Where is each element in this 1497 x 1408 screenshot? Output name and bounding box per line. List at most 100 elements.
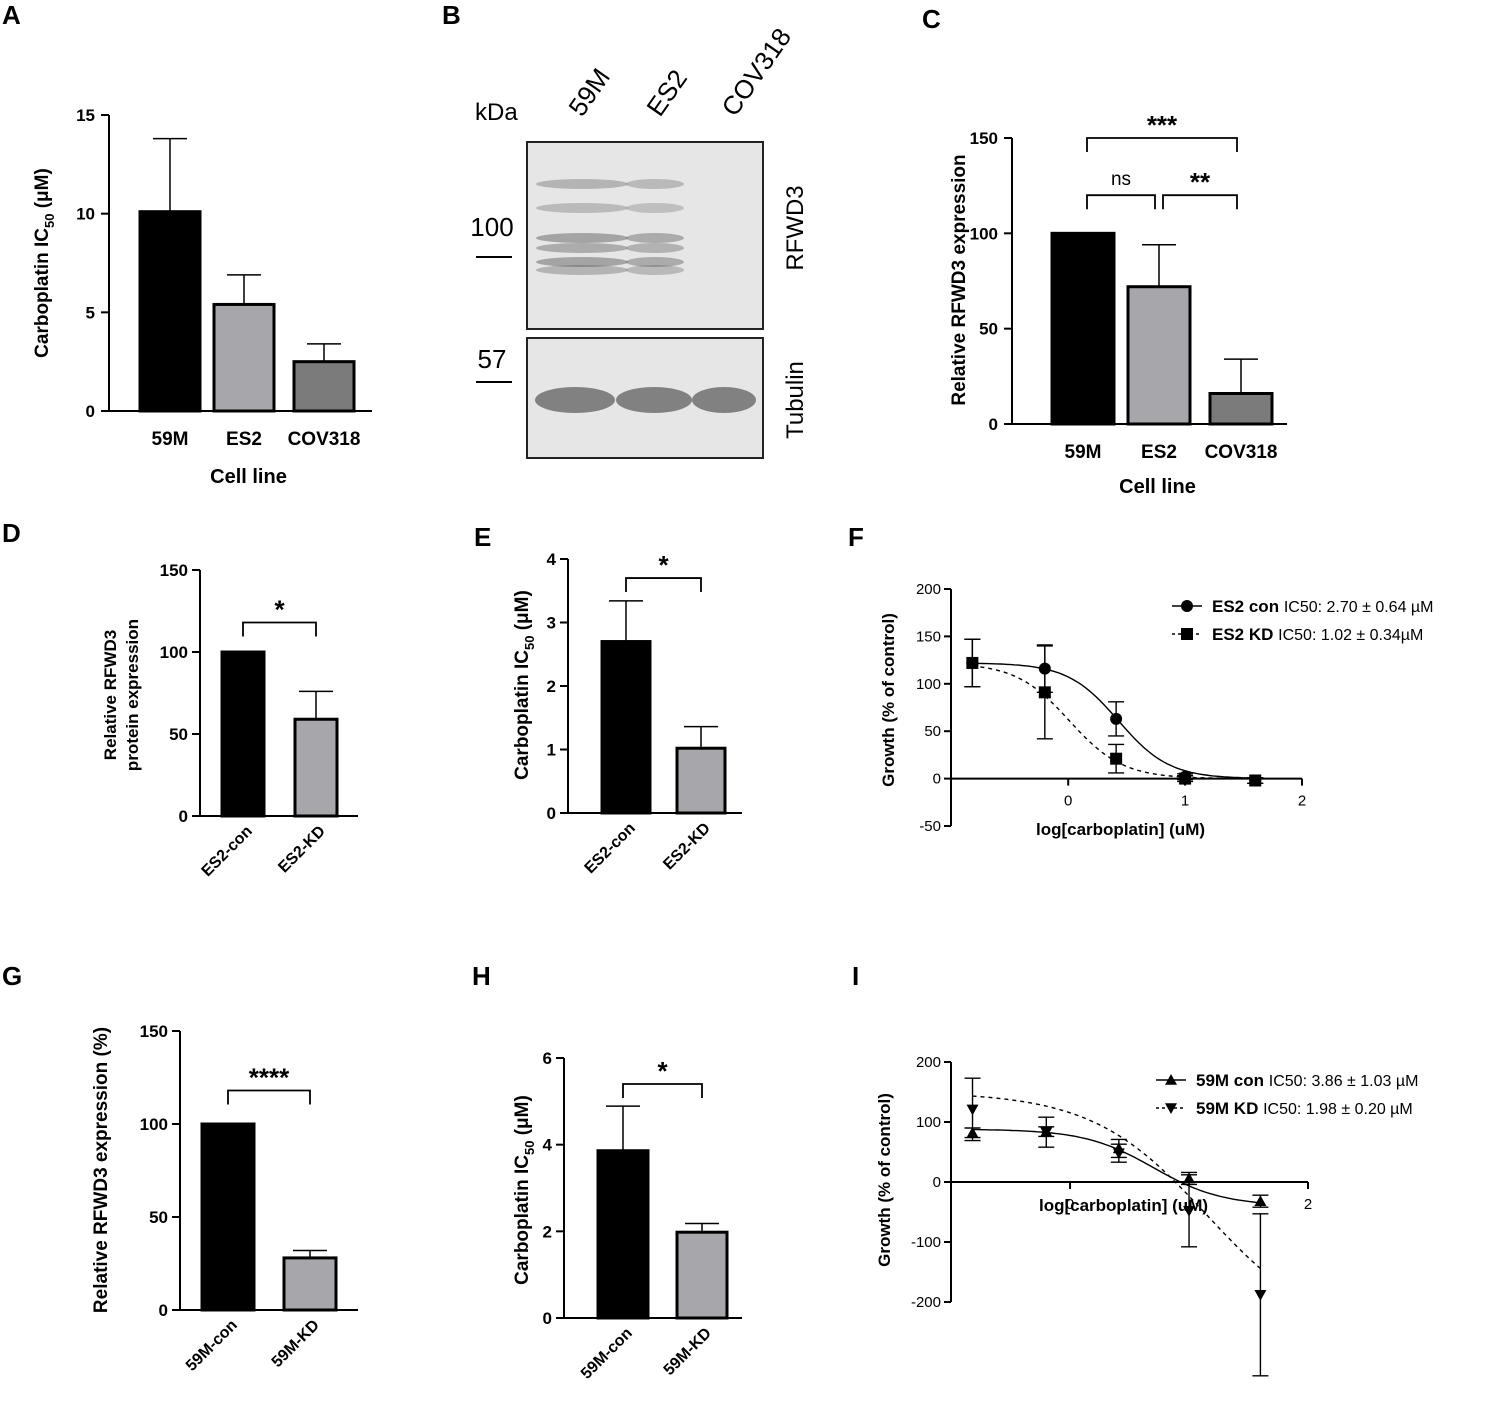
data-point bbox=[1254, 1195, 1267, 1206]
bar bbox=[600, 640, 652, 815]
y-axis-label: Carboplatin IC50 (μM) bbox=[512, 1095, 537, 1285]
x-axis-label: Cell line bbox=[1119, 476, 1196, 498]
y-tick-label: 0 bbox=[547, 804, 556, 823]
x-tick-label: ES2 bbox=[226, 429, 262, 450]
y-tick-label: 150 bbox=[970, 129, 998, 148]
bar-chart-h: 0 2 4 6 59M-con 59M-KD Carboplatin IC50 (μM) * bbox=[512, 1049, 742, 1383]
dose-response-f: -50 0 50 100 150 200 0 1 2 log[carboplatin] (uM) G… bbox=[879, 581, 1433, 839]
x-axis-label: Cell line bbox=[210, 466, 287, 488]
y-axis-label: Carboplatin IC50 (μM) bbox=[512, 590, 537, 780]
data-point bbox=[1254, 1290, 1267, 1301]
y-tick-label: 50 bbox=[149, 1208, 168, 1227]
y-axis-label: Relative RFWD3 expression bbox=[949, 154, 970, 405]
rfwd3-band bbox=[536, 265, 628, 275]
fit-curve bbox=[972, 1095, 1261, 1270]
bar-chart-c: 0 50 100 150 59M ES2 COV318 Cell line Relative R… bbox=[949, 110, 1287, 498]
significance-bracket bbox=[622, 1083, 703, 1098]
y-axis-label: Growth (% of control) bbox=[879, 613, 898, 787]
data-point bbox=[1165, 1074, 1177, 1085]
y-tick-label: 100 bbox=[140, 1115, 168, 1134]
bar bbox=[1126, 285, 1192, 426]
x-tick-label: ES2-con bbox=[582, 820, 639, 877]
y-axis-label: Growth (% of control) bbox=[875, 1093, 894, 1267]
y-tick-label: 4 bbox=[547, 550, 557, 569]
dose-response-i: -200 -100 0 100 200 0 2 log[carboplatin] (uM) Gr… bbox=[875, 1054, 1418, 1377]
protein-label-rfwd3: RFWD3 bbox=[782, 185, 809, 270]
significance-bracket bbox=[1162, 194, 1238, 210]
legend-entry: 59M con IC50: 3.86 ± 1.03 µM bbox=[1196, 1071, 1418, 1090]
data-point bbox=[1181, 600, 1193, 612]
y-tick-label: 200 bbox=[916, 581, 941, 598]
x-tick-label: 59M bbox=[1065, 442, 1102, 463]
bar bbox=[1050, 231, 1116, 426]
rfwd3-band bbox=[626, 233, 684, 243]
bar bbox=[1208, 391, 1274, 426]
tubulin-band bbox=[616, 387, 692, 413]
y-tick-label: 2 bbox=[547, 677, 556, 696]
y-tick-label: 200 bbox=[916, 1054, 941, 1071]
data-point bbox=[1110, 752, 1123, 765]
rfwd3-band bbox=[536, 257, 628, 267]
panel-letter: B bbox=[442, 0, 461, 30]
significance-label: ns bbox=[1111, 169, 1131, 190]
y-tick-label: 100 bbox=[916, 676, 941, 693]
significance-label: * bbox=[658, 550, 669, 580]
y-tick-label: 15 bbox=[76, 106, 95, 125]
x-tick-label: 59M-con bbox=[578, 1325, 636, 1383]
fit-curve bbox=[972, 665, 1256, 780]
panel-letter: H bbox=[472, 961, 491, 991]
data-point bbox=[1040, 1127, 1053, 1139]
panel-letter: I bbox=[852, 961, 859, 991]
bar-chart-e: 0 1 2 3 4 ES2-con ES2-KD Carboplatin IC50 (μM) * bbox=[512, 550, 742, 877]
x-tick-label: 59M-KD bbox=[661, 1325, 715, 1379]
y-tick-label: 0 bbox=[989, 415, 998, 434]
y-tick-label: 0 bbox=[159, 1301, 168, 1320]
y-tick-label: 0 bbox=[86, 402, 95, 421]
y-tick-label: 5 bbox=[86, 303, 95, 322]
x-tick-label: 0 bbox=[1064, 793, 1072, 810]
rfwd3-band bbox=[536, 233, 628, 243]
y-tick-label: 0 bbox=[543, 1309, 552, 1328]
panel-letter: C bbox=[922, 4, 941, 34]
y-tick-label: 100 bbox=[916, 1114, 941, 1131]
significance-bracket bbox=[242, 621, 317, 637]
western-blot: kDa 59M ES2 COV318 100 57 RFWD3 Tubulin bbox=[470, 23, 809, 459]
y-tick-label: 10 bbox=[76, 205, 95, 224]
data-point bbox=[1179, 772, 1192, 785]
x-tick-label: ES2 bbox=[1141, 442, 1177, 463]
y-tick-label: 4 bbox=[543, 1136, 553, 1155]
legend-ic50: IC50: 3.86 ± 1.03 µM bbox=[1269, 1073, 1419, 1090]
y-tick-label: -50 bbox=[919, 818, 941, 835]
x-axis-label: log[carboplatin] (uM) bbox=[1039, 1196, 1208, 1215]
significance-bracket bbox=[625, 577, 702, 593]
y-tick-label: 0 bbox=[933, 1174, 941, 1191]
y-tick-label: 50 bbox=[979, 320, 998, 339]
significance-label: * bbox=[657, 1056, 668, 1086]
panel-letter: E bbox=[474, 522, 491, 552]
y-tick-label: 1 bbox=[547, 741, 556, 760]
bar bbox=[212, 302, 276, 413]
bar bbox=[282, 1256, 338, 1312]
kda-label: kDa bbox=[475, 99, 518, 126]
data-point bbox=[1183, 1206, 1196, 1217]
x-tick-label: 59M bbox=[152, 429, 189, 450]
y-axis-label: Relative RFWD3 bbox=[101, 630, 120, 760]
rfwd3-band bbox=[626, 243, 684, 253]
significance-label: **** bbox=[249, 1063, 290, 1093]
panel-letter: G bbox=[2, 961, 22, 991]
y-axis-label-line2: protein expression bbox=[123, 619, 142, 771]
blot-membrane-rfwd3 bbox=[526, 141, 764, 330]
legend-series-name: 59M KD bbox=[1196, 1099, 1258, 1118]
data-point bbox=[1249, 774, 1262, 787]
y-axis-label-sub: 50 bbox=[522, 636, 537, 650]
y-axis-label-unit: (μM) bbox=[512, 590, 533, 635]
x-tick-label: 59M-con bbox=[183, 1317, 241, 1375]
legend-entry: 59M KD IC50: 1.98 ± 0.20 µM bbox=[1196, 1099, 1413, 1118]
y-tick-label: 50 bbox=[169, 725, 188, 744]
legend-entry: ES2 con IC50: 2.70 ± 0.64 µM bbox=[1212, 597, 1433, 616]
x-axis-label: log[carboplatin] (uM) bbox=[1036, 820, 1205, 839]
y-tick-label: 100 bbox=[160, 643, 188, 662]
significance-label: *** bbox=[1147, 110, 1178, 140]
legend-ic50: IC50: 1.98 ± 0.20 µM bbox=[1263, 1101, 1413, 1118]
